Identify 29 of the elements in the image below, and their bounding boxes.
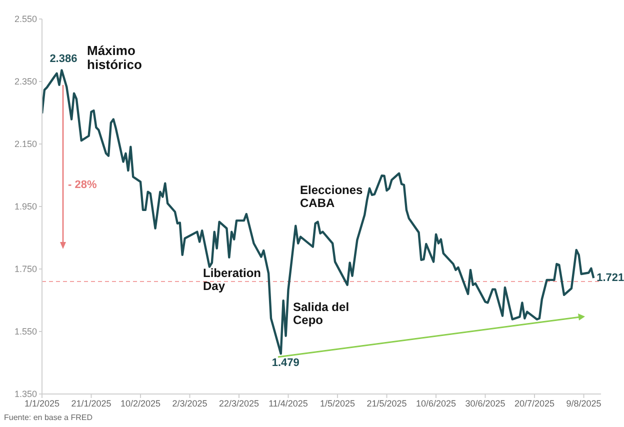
x-tick-label: 10/2/2025: [120, 398, 161, 408]
x-tick-label: 1/5/2025: [320, 398, 356, 408]
annotation: Salida del Cepo: [293, 300, 350, 328]
x-tick-label: 2/3/2025: [172, 398, 208, 408]
y-tick-label: 2.350: [14, 76, 37, 87]
annotation: Máximo histórico: [87, 43, 143, 73]
x-tick-label: 30/6/2025: [465, 398, 506, 408]
x-tick-label: 21/5/2025: [366, 398, 407, 408]
annotation: 1.721: [596, 272, 624, 284]
y-tick-label: 1.950: [14, 202, 37, 212]
y-tick-label: 1.550: [14, 326, 37, 337]
x-tick-label: 21/1/2025: [71, 398, 112, 408]
x-tick-label: 9/8/2025: [566, 398, 602, 408]
x-tick-label: 20/7/2025: [514, 398, 555, 408]
annotation: Liberation Day: [203, 266, 262, 294]
x-tick-label: 22/3/2025: [218, 398, 260, 408]
x-tick-label: 11/4/2025: [268, 398, 308, 408]
source-note: Fuente: en base a FRED: [4, 413, 94, 423]
line-series: [42, 69, 595, 355]
annotation: 1.479: [272, 356, 300, 369]
y-tick-label: 1.350: [14, 389, 37, 400]
y-tick-label: 2.150: [14, 139, 37, 150]
annotation: 2.386: [50, 53, 78, 66]
y-tick-label: 1.750: [14, 264, 37, 274]
annotation: - 28%: [68, 179, 98, 192]
y-tick-label: 2.550: [14, 14, 37, 24]
annotation: Elecciones CABA: [300, 183, 364, 210]
x-tick-label: 10/6/2025: [416, 398, 456, 408]
x-tick-label: 1/1/2025: [24, 398, 60, 408]
